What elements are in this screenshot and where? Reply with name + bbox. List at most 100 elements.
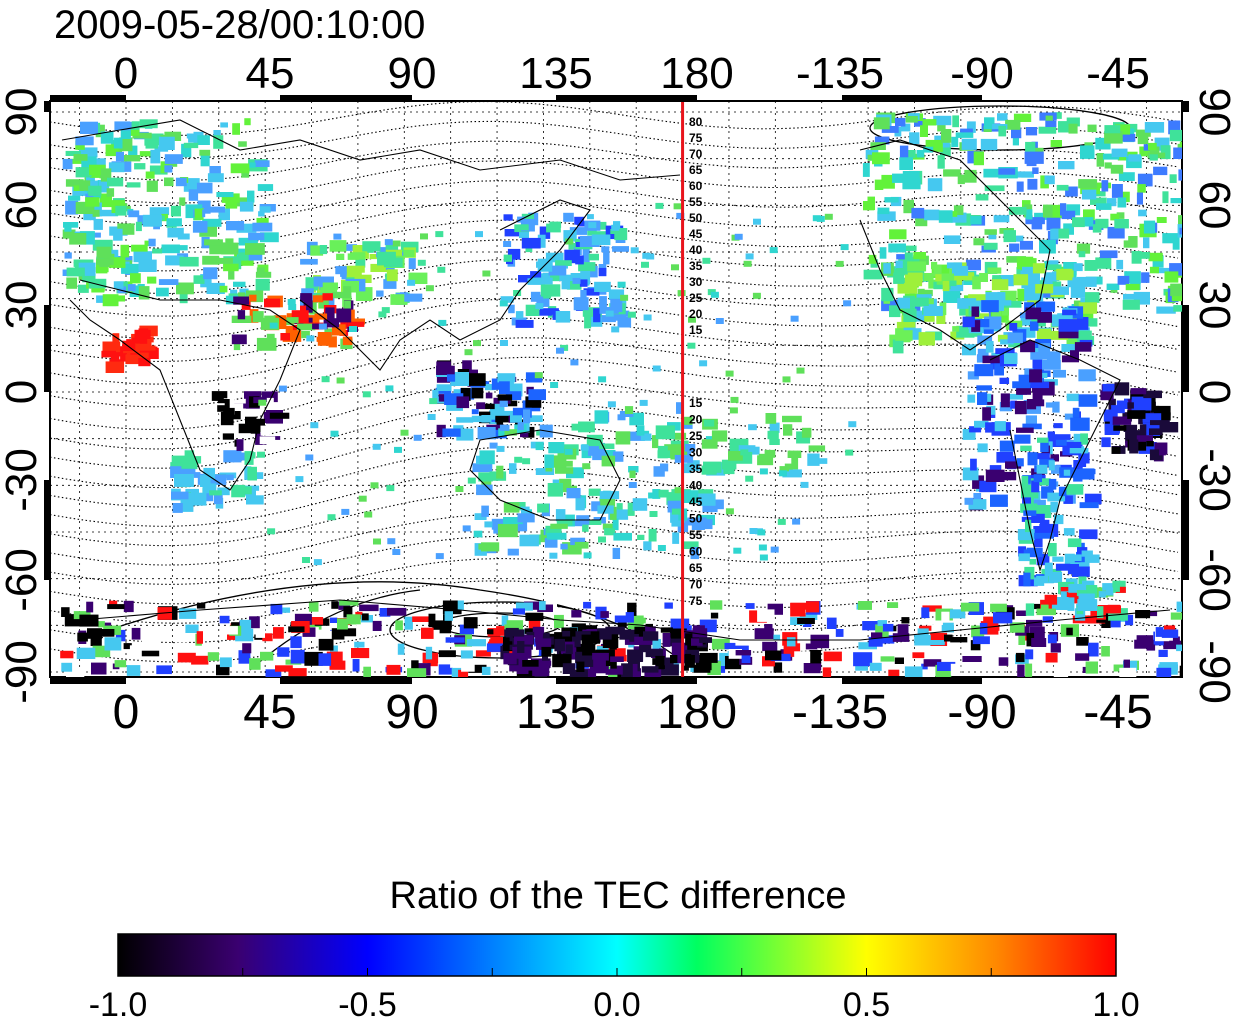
tec-cell — [255, 632, 265, 638]
tec-cell — [550, 523, 568, 529]
tec-cell — [258, 399, 267, 406]
tec-cell — [943, 235, 961, 244]
tec-cell — [572, 277, 581, 284]
tec-cell — [548, 442, 565, 454]
tec-cell — [128, 210, 140, 218]
tec-cell — [973, 151, 984, 166]
tec-cell — [462, 525, 471, 532]
tec-cell — [1038, 126, 1057, 134]
tec-cell — [881, 174, 895, 189]
tec-cell — [806, 601, 820, 613]
tec-cell — [1119, 667, 1137, 677]
colorbar-tick-label: 0.5 — [843, 986, 890, 1024]
colorbar-tick-label: -0.5 — [338, 986, 397, 1024]
tec-cell — [1060, 203, 1067, 216]
tec-cell — [1045, 652, 1058, 663]
tec-cell — [1123, 660, 1138, 671]
tec-cell — [1014, 401, 1027, 415]
tec-cell — [1053, 514, 1064, 525]
tec-cell — [657, 545, 666, 551]
tec-cell — [1008, 206, 1027, 215]
tec-cell — [137, 345, 156, 351]
tec-cell — [209, 166, 221, 178]
tec-cell — [994, 421, 1006, 432]
tec-cell — [328, 336, 337, 348]
tec-cell — [308, 601, 319, 612]
tec-cell — [1111, 446, 1121, 454]
tec-cell — [344, 300, 351, 309]
tec-cell — [158, 136, 175, 150]
tec-cell — [1136, 635, 1154, 641]
tec-cell — [1026, 619, 1043, 627]
tec-cell — [1143, 220, 1156, 234]
tec-cell — [166, 218, 182, 227]
tec-cell — [436, 424, 446, 438]
tec-cell — [471, 387, 484, 399]
lat-tick-label: 60 — [0, 181, 46, 230]
tec-cell — [992, 275, 1001, 282]
tec-cell — [762, 641, 778, 652]
tec-cell — [617, 316, 632, 328]
tec-cell — [349, 326, 357, 332]
tec-cell — [301, 288, 314, 295]
contour-line — [50, 120, 1179, 159]
tec-cell — [643, 631, 659, 641]
tec-cell — [911, 207, 925, 219]
tec-cell — [1011, 127, 1022, 139]
contour-label: 55 — [689, 195, 703, 209]
tec-cell — [1156, 217, 1167, 223]
tec-cell — [436, 365, 455, 375]
frame-bar — [1182, 305, 1189, 392]
tec-cell — [105, 361, 125, 373]
tec-cell — [843, 300, 852, 307]
tec-cell — [1077, 330, 1092, 336]
tec-cell — [520, 224, 529, 231]
tec-cell — [135, 340, 152, 348]
tec-cell — [544, 537, 558, 548]
tec-cell — [1080, 433, 1088, 445]
tec-cell — [1029, 626, 1045, 639]
lon-tick-label: 135 — [519, 49, 592, 98]
tec-cell — [66, 158, 87, 164]
tec-cell — [174, 474, 194, 487]
tec-cell — [584, 315, 592, 329]
tec-cell — [858, 601, 872, 610]
tec-cell — [920, 125, 928, 137]
tec-cell — [577, 221, 590, 227]
tec-cell — [1026, 399, 1037, 410]
tec-data-patches — [60, 112, 1182, 677]
tec-cell — [754, 628, 774, 639]
tec-cell — [1104, 130, 1123, 144]
tec-cell — [372, 443, 381, 450]
tec-cell — [1033, 547, 1043, 558]
tec-cell — [608, 289, 625, 300]
tec-cell — [979, 480, 997, 493]
tec-cell — [1179, 665, 1182, 677]
tec-cell — [487, 629, 494, 635]
tec-cell — [979, 622, 988, 635]
tec-cell — [962, 429, 976, 440]
tec-cell — [468, 664, 487, 673]
tec-cell — [569, 669, 588, 677]
tec-cell — [1143, 390, 1162, 399]
tec-cell — [138, 357, 151, 367]
tec-cell — [1115, 124, 1131, 135]
coastline — [469, 429, 621, 521]
tec-cell — [288, 304, 297, 310]
tec-cell — [436, 377, 451, 383]
tec-cell — [870, 142, 886, 150]
tec-cell — [438, 664, 455, 675]
tec-cell — [370, 263, 387, 272]
tec-cell — [502, 429, 517, 436]
tec-cell — [150, 149, 161, 164]
lon-tick-label: -45 — [1083, 686, 1152, 739]
tec-cell — [634, 626, 648, 638]
tec-cell — [1178, 215, 1182, 228]
tec-cell — [974, 319, 990, 328]
tec-cell — [501, 615, 509, 626]
coastline — [989, 339, 1121, 572]
tec-cell — [478, 472, 493, 482]
tec-cell — [505, 391, 522, 401]
tec-cell — [1123, 293, 1138, 300]
tec-cell — [919, 289, 933, 297]
